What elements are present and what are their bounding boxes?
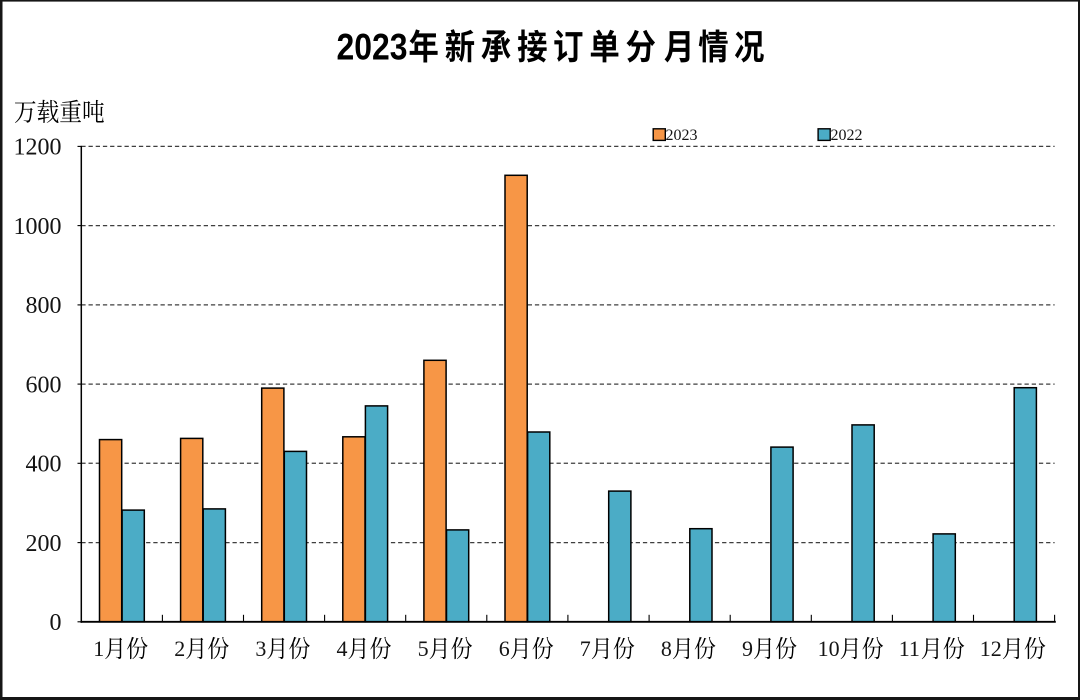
svg-text:600: 600	[26, 372, 62, 398]
svg-text:7: 7	[580, 636, 591, 661]
svg-text:200: 200	[26, 531, 62, 557]
svg-text:2023: 2023	[666, 127, 698, 144]
svg-text:12: 12	[980, 636, 1002, 661]
svg-text:2023: 2023	[337, 27, 408, 68]
svg-text:3: 3	[255, 636, 266, 661]
svg-text:5: 5	[418, 636, 429, 661]
svg-text:2022: 2022	[831, 127, 863, 144]
svg-text:800: 800	[26, 293, 62, 319]
svg-text:400: 400	[26, 452, 62, 478]
svg-text:1: 1	[93, 636, 104, 661]
svg-text:8: 8	[661, 636, 672, 661]
svg-text:1000: 1000	[14, 214, 62, 240]
svg-text:0: 0	[50, 610, 62, 636]
svg-text:10: 10	[818, 636, 840, 661]
svg-text:6: 6	[499, 636, 510, 661]
svg-text:1200: 1200	[14, 135, 62, 161]
svg-text:2: 2	[174, 636, 185, 661]
svg-text:9: 9	[742, 636, 753, 661]
svg-text:4: 4	[337, 636, 348, 661]
svg-text:11: 11	[899, 636, 920, 661]
